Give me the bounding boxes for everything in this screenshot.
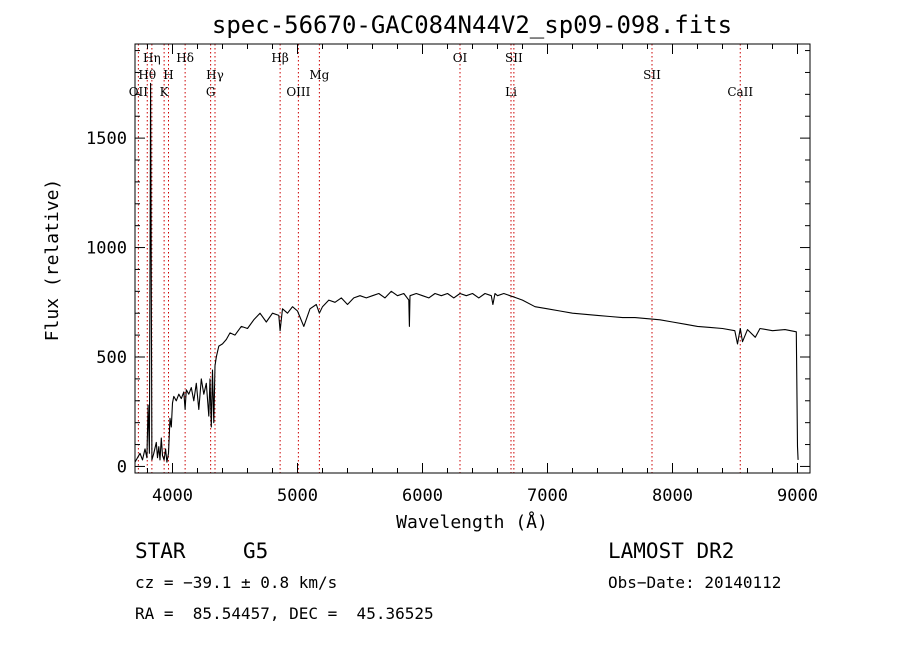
spectral-line-label: H	[163, 68, 173, 82]
x-axis-label: Wavelength (Å)	[396, 511, 548, 533]
redshift-velocity: cz = −39.1 ± 0.8 km/s	[135, 573, 338, 592]
spectral-line-label: Hβ	[271, 51, 288, 65]
spectral-line-markers	[137, 44, 741, 473]
spectral-line-label: K	[160, 85, 170, 99]
y-tick-label: 1000	[86, 239, 127, 259]
spectral-line-label: Mg	[309, 68, 329, 82]
spectrum-series-line	[134, 82, 799, 463]
plot-frame	[134, 43, 811, 474]
y-tick-label: 1500	[86, 129, 127, 149]
x-tick-label: 9000	[777, 486, 818, 506]
observation-date: Obs−Date: 20140112	[608, 573, 782, 592]
spectral-line-label: Hδ	[176, 51, 194, 65]
x-tick-label: 5000	[277, 486, 318, 506]
spectral-line-label: Hγ	[206, 68, 224, 82]
survey-name: LAMOST DR2	[608, 539, 735, 563]
x-tick-label: 8000	[652, 486, 693, 506]
x-tick-label: 4000	[152, 486, 193, 506]
object-class: STAR	[135, 539, 186, 563]
spectral-line-label: OIII	[286, 85, 310, 99]
y-tick-label: 0	[117, 457, 127, 477]
object-subclass: G5	[243, 539, 269, 563]
spectral-line-label: Hθ	[138, 68, 156, 82]
spectral-line-label: G	[206, 85, 216, 99]
spectral-line-label: CaII	[727, 85, 753, 99]
sky-coordinates: RA = 85.54457, DEC = 45.36525	[135, 604, 434, 623]
y-axis-label: Flux (relative)	[42, 179, 63, 342]
chart-title: spec-56670-GAC084N44V2_sp09-098.fits	[212, 11, 732, 39]
x-tick-label: 6000	[402, 486, 443, 506]
spectral-line-label: Hη	[143, 51, 161, 65]
spectral-line-label: OI	[453, 51, 468, 65]
axis-ticks: 4000 5000 6000 7000 8000 9000 0 500 1000 1500	[86, 44, 818, 506]
spectrum-chart: spec-56670-GAC084N44V2_sp09-098.fits OII…	[42, 11, 818, 533]
spectral-line-label: Li	[505, 85, 517, 99]
spectral-line-label: SII	[643, 68, 661, 82]
x-tick-label: 7000	[527, 486, 568, 506]
y-tick-label: 500	[96, 348, 127, 368]
spectral-line-label: OII	[129, 85, 149, 99]
spectral-line-label: SII	[505, 51, 523, 65]
